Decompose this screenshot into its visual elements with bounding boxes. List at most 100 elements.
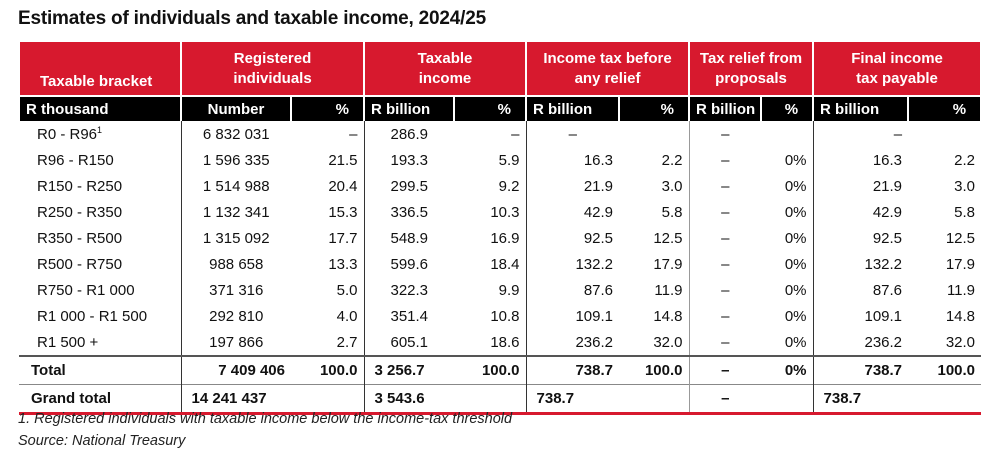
data-cell: 100.0 [454, 355, 527, 385]
bracket-label: R750 - R1 000 [37, 281, 135, 299]
data-cell: 336.5 [390, 203, 429, 221]
data-cell: 0% [761, 329, 814, 356]
bracket-label: R150 - R250 [37, 177, 123, 195]
data-cell: 42.9 [872, 203, 903, 221]
data-cell: 14.8 [619, 303, 690, 329]
data-cell: 21.9 [872, 177, 903, 195]
data-cell: 193.3 [390, 151, 429, 169]
header-group-label: Tax relief from [699, 49, 803, 67]
data-cell: 0% [761, 303, 814, 329]
table-row: R150 - R250 1 514 988 20.4 299.5 9.2 21.9 3.0 –… [19, 173, 981, 199]
data-cell: 2.7 [291, 329, 365, 356]
table-row: R96 - R150 1 596 335 21.5 193.3 5.9 16.3 2.2 – 0… [19, 147, 981, 173]
data-cell: – [454, 121, 527, 147]
data-cell: 605.1 [390, 333, 429, 351]
data-cell: 15.3 [291, 199, 365, 225]
data-cell: 92.5 [872, 229, 903, 247]
subheader: R billion [363, 95, 456, 121]
data-cell: – [721, 281, 730, 299]
data-cell: 100.0 [291, 355, 365, 385]
header-group-label: individuals [233, 69, 312, 87]
table-row: R500 - R750 988 658 13.3 599.6 18.4 132.2 17.9… [19, 251, 981, 277]
table-row: Total 7 409 406 100.0 3 256.7 100.0 738.7 100.… [19, 355, 982, 385]
bracket-label: R1 500 + [37, 333, 99, 351]
subheader: % [760, 95, 815, 121]
data-cell: 16.9 [454, 225, 527, 251]
table-row: R1 500 + 197 866 2.7 605.1 18.6 236.2 32.0 – 0% 2… [19, 329, 981, 356]
data-cell: 16.3 [583, 151, 614, 169]
header-group: Registered individuals [179, 42, 366, 96]
subheader: % [618, 95, 691, 121]
data-cell: 738.7 [526, 384, 620, 415]
header-group-label: Final income [851, 49, 943, 67]
data-cell: 292 810 [209, 307, 264, 325]
data-cell: 12.5 [619, 225, 690, 251]
estimates-table: Taxable bracket Registered individuals Taxa… [18, 42, 983, 415]
bracket-cell: R1 000 - R1 500 [19, 303, 182, 329]
bracket-label: Total [31, 362, 66, 379]
data-cell: 236.2 [864, 333, 903, 351]
data-cell: 17.7 [291, 225, 365, 251]
data-cell: 6 832 031 [202, 125, 270, 143]
data-cell: 0% [761, 251, 814, 277]
table-row: Grand total 14 241 437 3 543.6 738.7 – 738.7 [19, 384, 982, 415]
data-cell: – [568, 125, 577, 143]
header-group: Final income tax payable [812, 42, 983, 96]
header-group-label: tax payable [856, 69, 938, 87]
data-cell: 17.9 [945, 255, 976, 273]
header-group: Taxable income [363, 42, 528, 96]
data-cell: 3.0 [954, 177, 976, 195]
data-cell: – [721, 151, 730, 169]
data-cell: – [721, 307, 730, 325]
data-cell: 87.6 [872, 281, 903, 299]
data-cell: 0% [761, 173, 814, 199]
table-row: R250 - R350 1 132 341 15.3 336.5 10.3 42.9 5.8… [19, 199, 981, 225]
data-cell: 738.7 [526, 355, 620, 385]
bracket-label: R350 - R500 [37, 229, 123, 247]
bracket-cell: R500 - R750 [19, 251, 182, 277]
bracket-label: R1 000 - R1 500 [37, 307, 148, 325]
data-cell: 3 256.7 [364, 355, 455, 385]
data-cell: 11.9 [619, 277, 690, 303]
data-cell: 3.0 [619, 173, 690, 199]
data-cell: 21.9 [583, 177, 614, 195]
header-group: Tax relief from proposals [688, 42, 815, 96]
data-cell: 100.0 [908, 355, 982, 385]
bracket-label: Grand total [31, 390, 112, 407]
header-group: Income tax before any relief [525, 42, 691, 96]
bracket-cell: R750 - R1 000 [19, 277, 182, 303]
data-cell: – [721, 333, 730, 351]
bracket-cell: R96 - R150 [19, 147, 182, 173]
data-cell: 4.0 [291, 303, 365, 329]
data-cell: 92.5 [583, 229, 614, 247]
subheader: R thousand [18, 95, 182, 121]
data-cell: 1 596 335 [202, 151, 270, 169]
data-cell: 738.7 [813, 384, 909, 415]
data-cell: 10.3 [454, 199, 527, 225]
data-cell [291, 384, 365, 415]
data-cell [454, 384, 527, 415]
data-cell: 236.2 [575, 333, 614, 351]
data-cell: 1 315 092 [202, 229, 270, 247]
data-cell: 18.4 [454, 251, 527, 277]
data-cell: 197 866 [209, 333, 264, 351]
data-cell: 2.2 [619, 147, 690, 173]
data-cell: 18.6 [454, 329, 527, 356]
data-cell: – [689, 355, 762, 385]
data-cell: – [721, 125, 730, 143]
data-cell: – [721, 203, 730, 221]
header-group: Taxable bracket [18, 42, 182, 96]
data-cell: 3 543.6 [364, 384, 455, 415]
data-cell: 7 409 406 [181, 355, 291, 385]
bracket-cell: R250 - R350 [19, 199, 182, 225]
header-group-label: Registered [233, 49, 312, 67]
header-group-label: proposals [715, 69, 787, 87]
data-cell: 351.4 [390, 307, 429, 325]
bracket-cell: Total [19, 355, 182, 385]
data-cell: 738.7 [813, 355, 909, 385]
data-cell: 0% [761, 199, 814, 225]
data-cell: 10.8 [454, 303, 527, 329]
bracket-cell: R350 - R500 [19, 225, 182, 251]
data-cell: 100.0 [619, 355, 690, 385]
data-cell: – [893, 125, 903, 143]
